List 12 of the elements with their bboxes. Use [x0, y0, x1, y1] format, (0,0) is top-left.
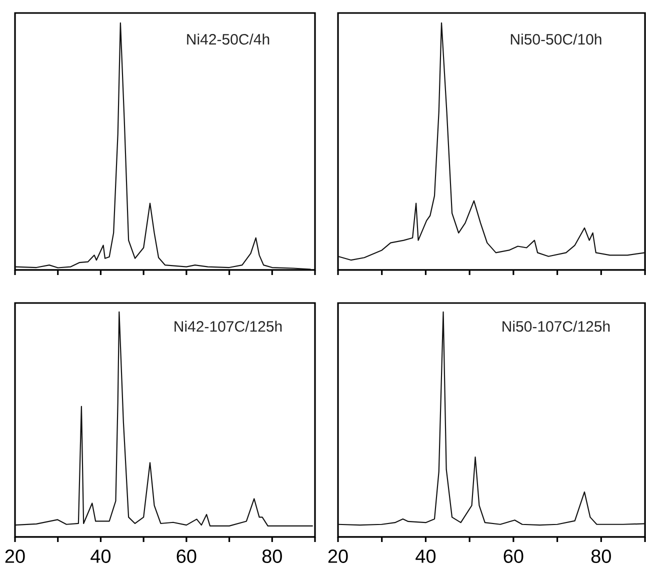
x-tick-label: 20	[5, 550, 25, 563]
chart-title: Ni50-107C/125h	[502, 320, 610, 332]
text: Ni42-50C/4h	[187, 34, 270, 45]
text: Ni50-50C/10h	[510, 34, 602, 45]
x-tick-label: 60	[176, 550, 196, 563]
x-tick-label: 20	[328, 550, 348, 563]
chart-title: Ni42-107C/125h	[174, 320, 282, 332]
x-tick-label: 80	[262, 550, 282, 563]
x-tick-label: 80	[591, 550, 611, 563]
x-tick-label: 40	[90, 550, 111, 563]
x-tick-label: 40	[416, 550, 436, 563]
x-tick-label: 60	[504, 550, 524, 563]
